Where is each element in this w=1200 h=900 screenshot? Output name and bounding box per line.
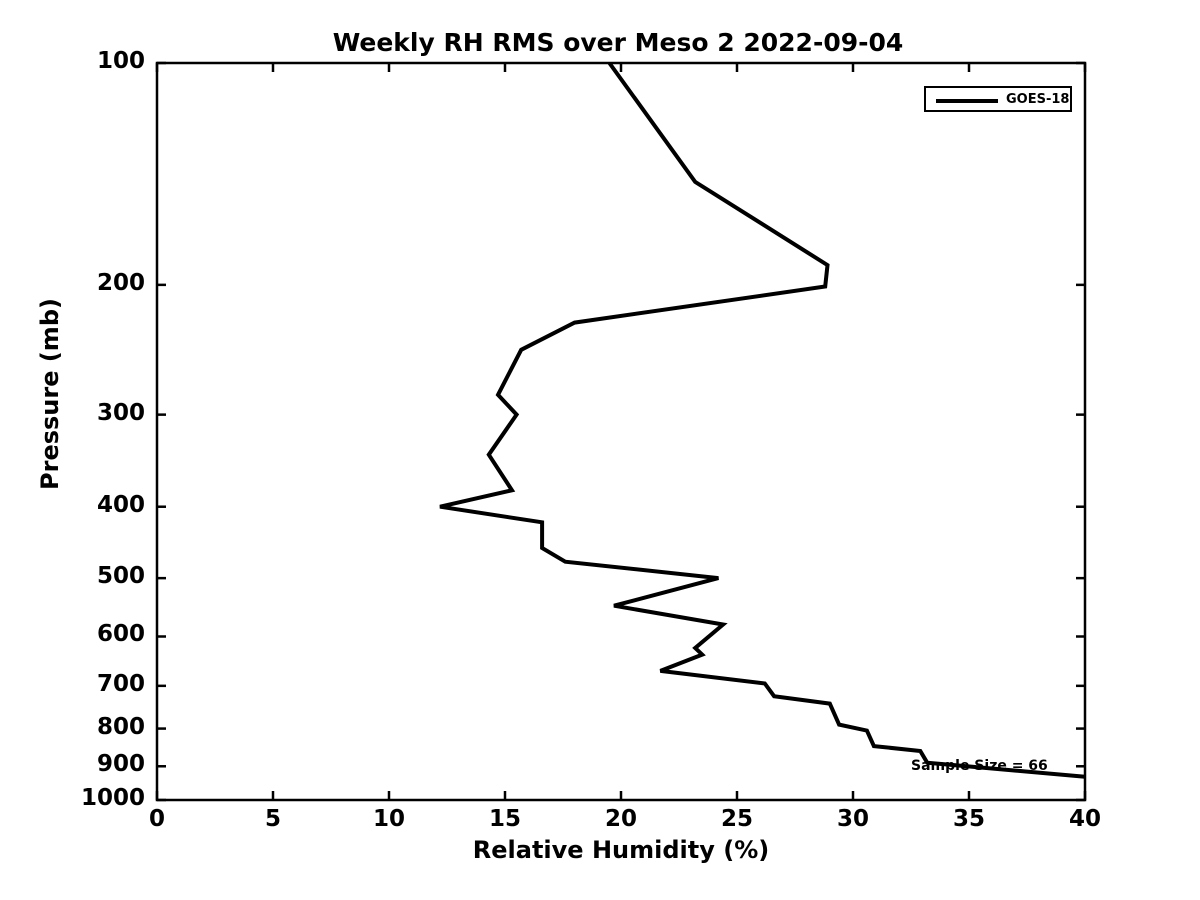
x-axis-ticks — [155, 63, 1087, 800]
x-tick-label: 20 — [604, 806, 637, 832]
legend-line-swatch — [936, 99, 998, 103]
y-axis-ticks — [157, 61, 1085, 802]
chart-title: Weekly RH RMS over Meso 2 2022-09-04 — [0, 28, 1200, 57]
y-tick-label: 400 — [96, 491, 145, 518]
y-tick-label: 700 — [96, 670, 145, 697]
legend: GOES-18 — [924, 86, 1072, 112]
y-axis-label: Pressure (mb) — [36, 298, 64, 490]
y-tick-label: 300 — [96, 399, 145, 426]
chart-title-text: Weekly RH RMS over Meso 2 2022-09-04 — [332, 28, 904, 57]
series-line-goes-18 — [439, 61, 1086, 779]
y-tick-label: 900 — [96, 751, 145, 778]
x-tick-label: 5 — [264, 806, 281, 832]
sample-size-annotation: Sample Size = 66 — [911, 758, 1048, 774]
x-tick-label: 30 — [836, 806, 869, 832]
x-tick-label: 35 — [952, 806, 985, 832]
x-tick-label: 25 — [720, 806, 753, 832]
x-tick-label: 10 — [372, 806, 405, 832]
x-tick-label: 40 — [1068, 806, 1101, 832]
axes-frame — [155, 61, 1087, 802]
y-tick-label: 500 — [96, 563, 145, 590]
y-tick-label: 200 — [96, 269, 145, 296]
x-tick-label: 15 — [488, 806, 521, 832]
y-tick-label: 800 — [96, 713, 145, 740]
legend-label-goes-18: GOES-18 — [1006, 92, 1070, 107]
y-tick-label: 600 — [96, 621, 145, 648]
y-tick-label: 1000 — [80, 785, 145, 811]
x-tick-label: 0 — [148, 806, 165, 832]
y-tick-label: 100 — [96, 48, 145, 74]
x-axis-label: Relative Humidity (%) — [472, 836, 770, 864]
